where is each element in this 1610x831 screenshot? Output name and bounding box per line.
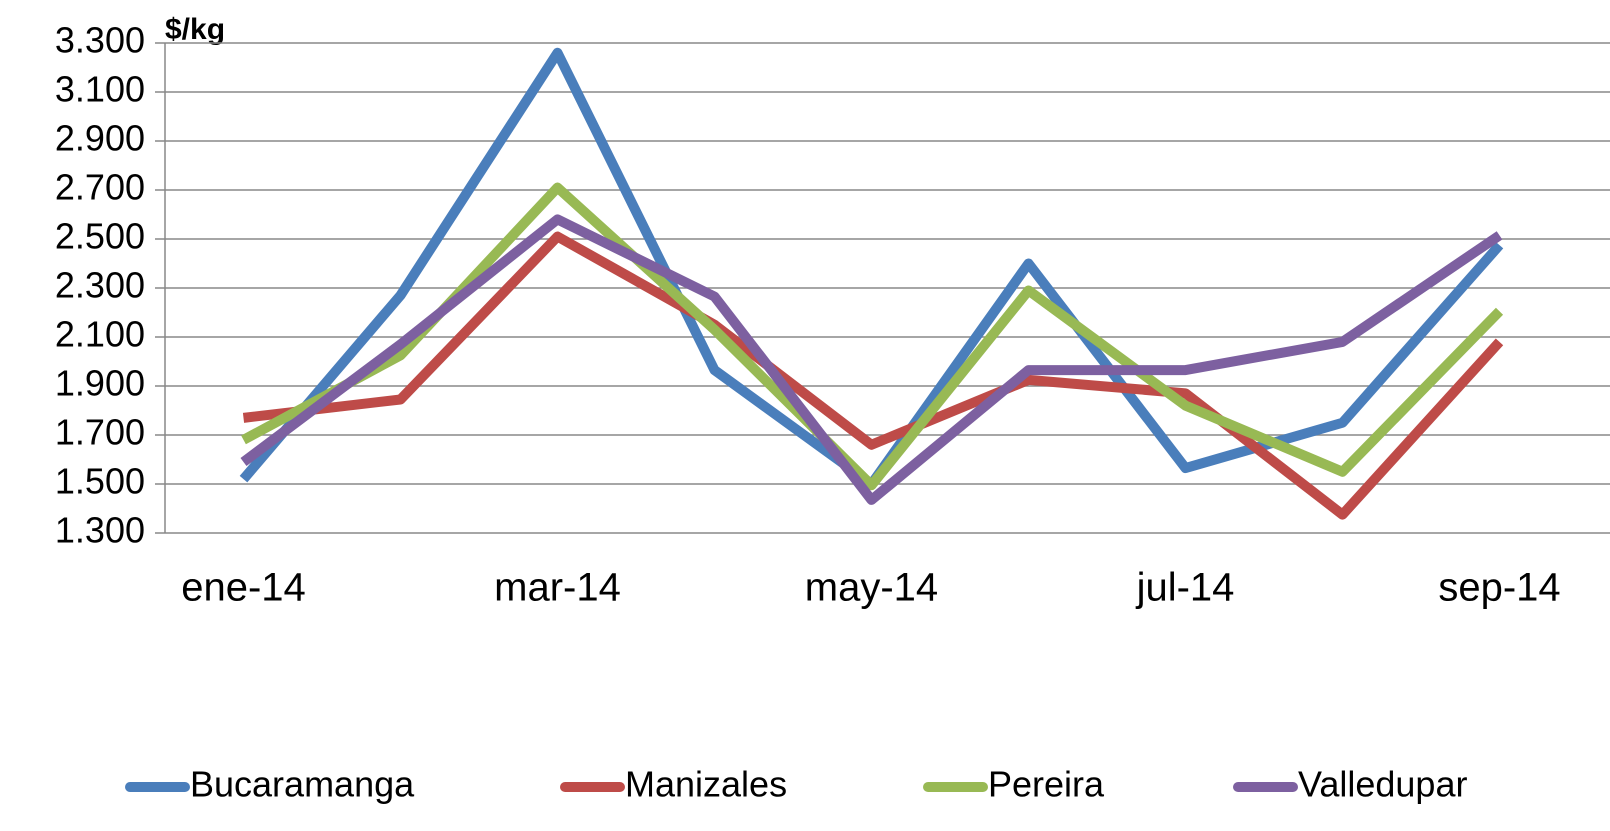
x-tick-label: mar-14 <box>494 566 621 610</box>
series-line <box>239 47 1504 489</box>
y-tick-label: 2.300 <box>55 265 145 306</box>
x-tick-label: jul-14 <box>1136 566 1235 610</box>
x-tick-label: may-14 <box>805 566 938 610</box>
legend-label: Pereira <box>988 764 1105 805</box>
legend-label: Manizales <box>625 764 787 805</box>
y-tick-label: 2.100 <box>55 314 145 355</box>
x-tick-label: sep-14 <box>1438 566 1560 610</box>
legend-label: Valledupar <box>1298 764 1467 805</box>
legend-label: Bucaramanga <box>190 764 415 805</box>
series-line <box>240 214 1503 505</box>
y-tick-label: 1.300 <box>55 510 145 551</box>
y-tick-label: 2.500 <box>55 216 145 257</box>
y-axis-label: $/kg <box>165 13 225 46</box>
y-tick-label: 1.500 <box>55 461 145 502</box>
y-tick-label: 1.700 <box>55 412 145 453</box>
y-tick-label: 3.100 <box>55 69 145 110</box>
x-tick-label: ene-14 <box>181 566 306 610</box>
y-tick-label: 1.900 <box>55 363 145 404</box>
y-tick-label: 3.300 <box>55 20 145 61</box>
y-tick-label: 2.700 <box>55 167 145 208</box>
y-tick-label: 2.900 <box>55 118 145 159</box>
series-line <box>242 231 1504 520</box>
